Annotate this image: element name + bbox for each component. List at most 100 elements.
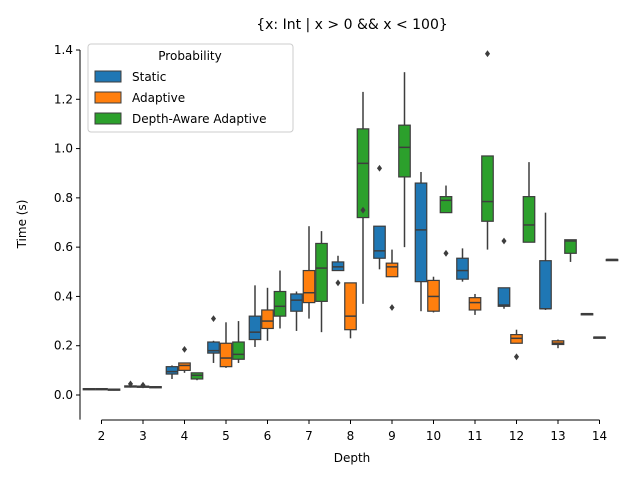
box-8-0 [331,255,345,287]
series-adaptive [95,226,606,391]
y-tick-label: 0.2 [54,339,73,353]
box-14-1 [593,336,606,339]
box-5-0 [207,315,220,363]
x-tick-label: 12 [509,429,524,443]
series-static [82,164,594,391]
legend-title: Probability [158,49,221,63]
outlier-marker [389,304,395,311]
box-9-2 [398,72,411,248]
y-tick-label: 1.2 [54,92,73,106]
box-body [373,225,386,259]
outlier-marker [376,164,383,172]
box-8-1 [344,282,357,339]
box-6-1 [261,287,274,341]
legend-swatch [94,112,122,125]
box-12-1 [510,329,523,361]
x-tick-label: 3 [139,429,147,443]
box-12-0 [497,237,511,309]
box-14-0 [580,312,594,316]
x-tick-label: 10 [426,429,441,443]
box-8-2 [356,91,370,304]
box-body [207,341,220,354]
box-11-2 [481,50,494,250]
x-tick-label: 11 [467,429,482,443]
outlier-marker [140,381,146,389]
box-13-2 [564,239,577,262]
box-2-1 [95,387,108,391]
outlier-marker [484,50,491,58]
box-7-2 [315,231,328,333]
x-tick-label: 6 [264,429,272,443]
box-body [219,342,233,368]
box-9-1 [385,249,399,311]
box-3-1 [136,381,150,389]
x-tick-label: 2 [98,429,106,443]
box-body [290,293,303,312]
box-3-0 [124,380,137,388]
box-body [522,196,536,243]
outlier-marker [127,380,134,388]
box-body [232,341,245,360]
legend-label: Depth-Aware Adaptive [132,112,266,126]
y-tick-label: 0.0 [54,388,73,402]
box-11-1 [468,293,482,315]
series-depth-aware-adaptive [107,50,619,391]
box-14-2 [605,258,619,262]
axes: 0.0 0.2 0.4 0.6 0.8 1.0 1.2 1.4 2 3 4 5 6 7 8 9 10 11 12 13… [54,43,607,443]
box-body [439,196,453,214]
outlier-marker [181,346,188,353]
box-11-0 [456,248,469,282]
outlier-marker [501,237,507,245]
box-2-2 [107,388,121,391]
x-tick-label: 5 [222,429,230,443]
box-body [315,242,328,302]
box-2-0 [82,387,96,391]
box-10-1 [427,276,440,313]
legend-frame [87,43,294,133]
box-13-0 [539,212,552,310]
legend: Probability Static Adaptive Depth-Aware Ada… [87,43,294,133]
box-body [165,366,179,375]
box-5-2 [232,321,245,363]
box-body [261,309,274,330]
x-tick-label: 4 [181,429,189,443]
box-body [385,262,399,278]
box-body [273,290,287,317]
outlier-marker [360,206,366,214]
box-body [456,257,469,280]
outlier-marker [443,249,449,257]
x-axis-label: Depth [334,451,371,465]
box-5-1 [219,322,233,368]
box-body [178,362,191,371]
box-body [468,297,482,311]
box-body [481,155,494,222]
box-body [497,287,511,307]
legend-label: Adaptive [132,91,185,105]
box-body [564,239,577,254]
box-6-0 [248,285,262,347]
box-9-0 [373,164,386,270]
legend-swatch [94,70,122,83]
y-tick-label: 1.4 [54,43,73,57]
box-4-2 [190,372,204,381]
plot-area [82,50,619,391]
box-4-0 [165,365,179,379]
chart-title: {x: Int | x > 0 && x < 100} [256,17,448,33]
box-7-0 [290,291,303,331]
box-12-2 [522,162,536,243]
legend-label: Static [132,70,166,84]
y-tick-label: 0.4 [54,289,73,303]
outlier-marker [210,315,217,323]
y-tick-label: 0.8 [54,191,73,205]
box-7-1 [302,226,316,319]
box-13-1 [551,339,565,349]
outlier-marker [513,353,520,361]
box-10-0 [414,171,428,312]
y-tick-label: 1.0 [54,142,73,156]
y-tick-label: 0.6 [54,240,73,254]
box-body [356,128,370,219]
box-body [414,182,428,283]
box-body [539,260,552,310]
